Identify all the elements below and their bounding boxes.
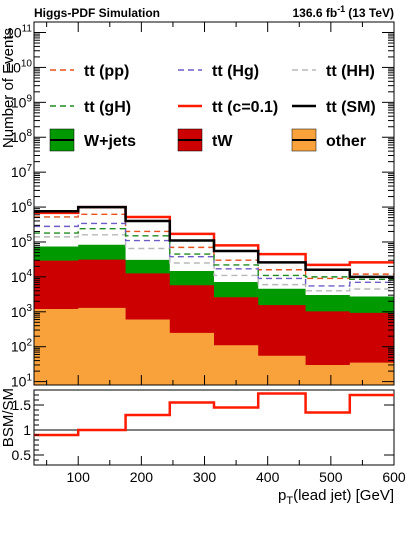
ratio-y-tick-label: 0.5 (12, 447, 32, 463)
main-y-tick-exponent: 2 (26, 338, 32, 349)
legend-label-other: other (326, 133, 366, 150)
x-tick-label: 400 (256, 469, 280, 485)
legend-label-tt-pp-: tt (pp) (84, 63, 129, 80)
legend-label-tt-sm-: tt (SM) (326, 99, 376, 116)
series-tt-gh- (34, 228, 394, 281)
x-axis-title: pT(lead jet) [GeV] (278, 487, 394, 507)
ratio-series-0 (34, 392, 394, 437)
series-tt-hh- (34, 234, 394, 292)
legend-label-w-jets: W+jets (84, 133, 136, 150)
stack-other (34, 307, 394, 385)
legend-label-tw: tW (212, 133, 233, 150)
main-y-tick-exponent: 5 (26, 233, 32, 244)
x-title-rest: (lead jet) [GeV] (293, 487, 394, 504)
main-y-tick-exponent: 9 (26, 93, 32, 104)
legend-label-tt-c-0-1-: tt (c=0.1) (212, 99, 278, 116)
legend-label-tt-hh-: tt (HH) (326, 63, 375, 80)
ratio-y-tick-label: 1 (23, 422, 31, 438)
series-tt-sm- (34, 205, 394, 279)
legend-label-tt-hg-: tt (Hg) (212, 63, 259, 80)
energy-label: (13 TeV) (348, 6, 394, 20)
main-y-axis-title: Number of Events (0, 28, 17, 148)
main-y-tick-exponent: 4 (26, 268, 32, 279)
ratio-y-tick-label: 1.5 (12, 397, 32, 413)
main-y-tick-exponent: 3 (26, 303, 32, 314)
x-tick-label: 300 (193, 469, 217, 485)
legend: tt (pp) tt (Hg) tt (HH) tt (gH) tt (c=0.1) tt… (49, 63, 376, 152)
main-frame (33, 21, 395, 386)
legend-label-tt-gh-: tt (gH) (84, 99, 131, 116)
lumi-value: 136.6 fb (292, 6, 337, 20)
main-y-tick-exponent: 10 (21, 58, 33, 69)
x-tick-label: 600 (382, 469, 406, 485)
x-tick-label: 200 (130, 469, 154, 485)
lumi-exponent: -1 (337, 4, 345, 14)
main-y-tick-exponent: 11 (22, 24, 33, 35)
main-y-tick-exponent: 7 (26, 163, 32, 174)
main-y-tick-exponent: 6 (26, 198, 32, 209)
header-lumi: 136.6 fb-1 (13 TeV) (292, 4, 394, 20)
x-tick-label: 500 (319, 469, 343, 485)
x-tick-label: 100 (67, 469, 91, 485)
x-title-main: p (278, 487, 286, 504)
header-title: Higgs-PDF Simulation (34, 6, 160, 20)
ratio-frame (33, 389, 395, 466)
ratio-y-axis-title: BSM/SM (0, 388, 17, 447)
main-y-tick-exponent: 1 (26, 373, 32, 384)
main-y-tick-exponent: 8 (26, 128, 32, 139)
series-tt-pp- (34, 213, 394, 280)
x-title-sub: T (286, 495, 293, 507)
ratio-panel: 0.5 1 1.5 100 200 300 400 500 600 (12, 389, 406, 485)
